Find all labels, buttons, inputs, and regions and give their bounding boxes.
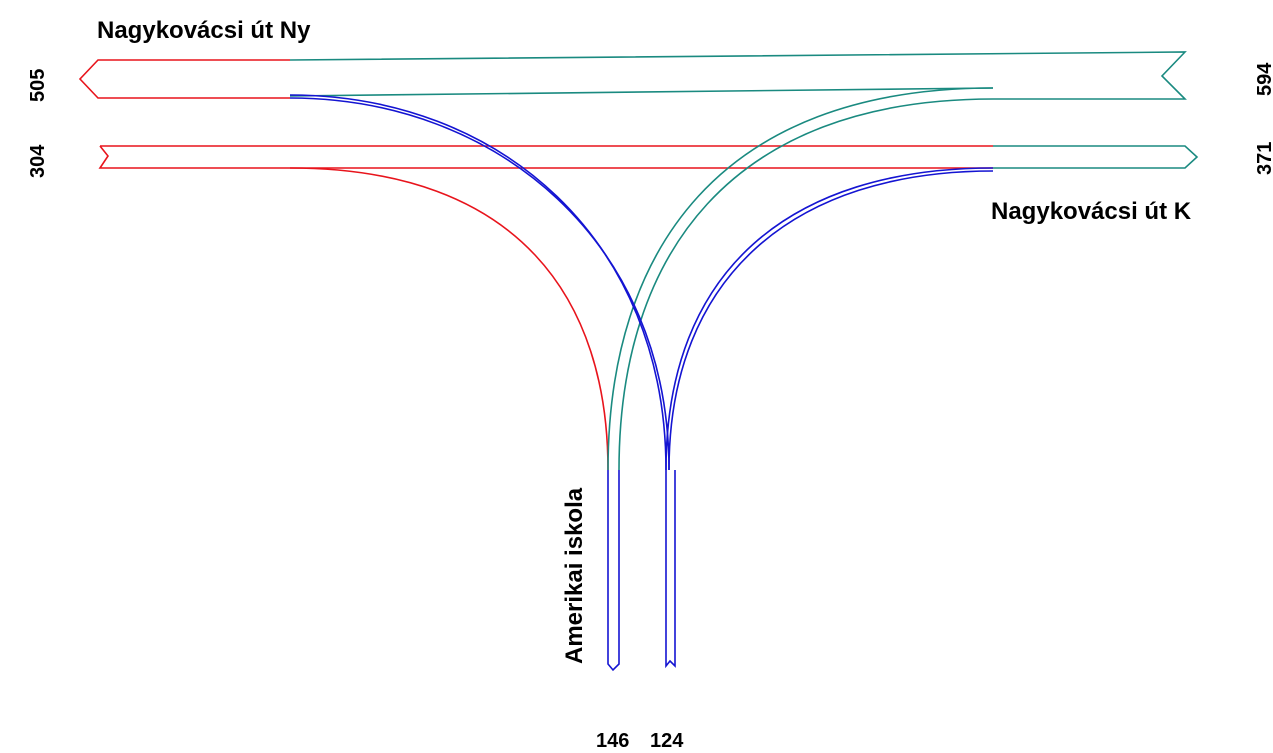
count-south-in: 146 bbox=[596, 730, 629, 752]
west-to-south-blue-b bbox=[289, 97, 670, 471]
south-entry-stem bbox=[607, 470, 620, 672]
count-east-out: 594 bbox=[1254, 62, 1273, 96]
west-to-south-blue-a bbox=[289, 94, 667, 471]
east-to-south-turn-b bbox=[618, 98, 994, 471]
east-to-south-turn-a bbox=[607, 87, 994, 471]
road-label-south: Amerikai iskola bbox=[561, 487, 588, 664]
west-to-south-turn bbox=[289, 167, 609, 471]
east-exit-arrow bbox=[993, 145, 1199, 169]
west-entry-straight-top bbox=[98, 145, 290, 169]
south-to-east-blue-a bbox=[665, 167, 994, 471]
road-label-west: Nagykovácsi út Ny bbox=[97, 17, 311, 44]
east-entry-straight-inner bbox=[289, 87, 994, 97]
flow-lines bbox=[78, 51, 1199, 672]
east-entry-outer bbox=[289, 51, 1187, 100]
west-exit-arrow bbox=[78, 59, 290, 99]
count-south-out: 124 bbox=[650, 730, 684, 752]
count-west-out: 505 bbox=[27, 69, 49, 102]
south-to-east-blue-b bbox=[668, 170, 994, 471]
count-west-in: 304 bbox=[27, 144, 49, 178]
south-exit-stem bbox=[665, 470, 676, 669]
road-label-east: Nagykovácsi út K bbox=[991, 198, 1192, 225]
count-east-in: 371 bbox=[1254, 142, 1273, 175]
